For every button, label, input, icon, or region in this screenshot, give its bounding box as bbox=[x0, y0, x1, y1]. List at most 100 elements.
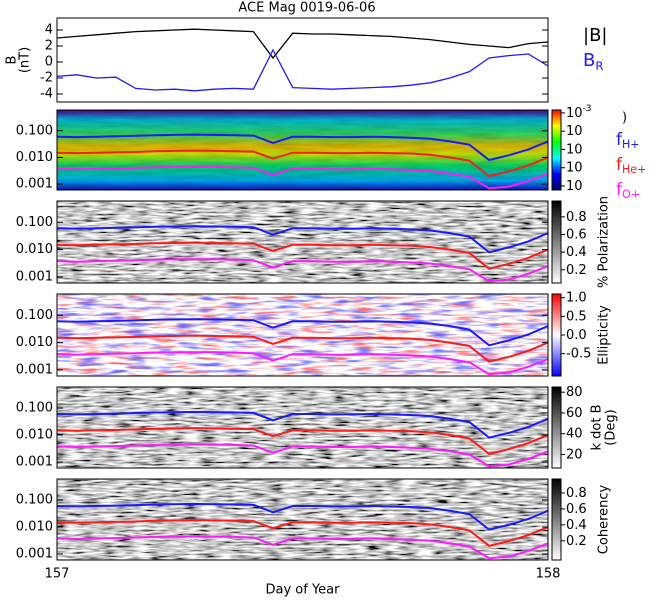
y-tick-label: 0.010 bbox=[16, 520, 53, 535]
colorbar-tick-label: 80 bbox=[566, 385, 583, 400]
plot-frame bbox=[56, 200, 549, 284]
colorbar bbox=[551, 386, 562, 469]
legend-entry: fH+ bbox=[616, 130, 640, 151]
legend-entry-sub: H+ bbox=[622, 138, 640, 151]
y-axis-label: B bbox=[5, 56, 20, 65]
plot-frame bbox=[56, 478, 549, 561]
y-tick-label: 0.100 bbox=[16, 123, 53, 138]
legend-entry: fO+ bbox=[616, 180, 640, 201]
colorbar-label: Coherency bbox=[597, 484, 612, 554]
colorbar-tick-text: 20 bbox=[566, 447, 583, 462]
y-tick-label: 0.001 bbox=[16, 362, 53, 377]
colorbar-tick-exp: -3 bbox=[583, 103, 592, 113]
colorbar-tick-label: 60 bbox=[566, 405, 583, 420]
colorbar-tick-label: 1.0 bbox=[566, 290, 587, 305]
colorbar bbox=[551, 478, 562, 561]
colorbar bbox=[551, 200, 562, 284]
frequency-line bbox=[57, 410, 548, 439]
colorbar-tick-label: 0.0 bbox=[566, 328, 587, 343]
spectrogram-texture bbox=[57, 201, 548, 283]
spectrogram-image bbox=[57, 201, 548, 283]
frequency-line bbox=[57, 351, 548, 376]
spectrogram-texture bbox=[57, 387, 548, 468]
colorbar-tick-text: 0.4 bbox=[566, 517, 587, 532]
y-tick-label: 0.100 bbox=[16, 215, 53, 230]
y-tick-label: 0.001 bbox=[16, 177, 53, 192]
colorbar-tick-text: 0.8 bbox=[566, 209, 587, 224]
spectrogram-image bbox=[57, 387, 548, 468]
legend-entry: fHe+ bbox=[616, 155, 646, 176]
spectrogram-texture bbox=[57, 479, 548, 560]
y-axis-label: (nT) bbox=[18, 47, 33, 73]
spectrogram-texture bbox=[57, 110, 548, 190]
y-tick-label: 0.010 bbox=[16, 428, 53, 443]
frequency-line bbox=[57, 133, 548, 162]
frequency-line bbox=[57, 502, 548, 531]
data-line bbox=[57, 48, 548, 92]
frequency-line bbox=[57, 318, 548, 347]
frequency-line bbox=[57, 519, 548, 547]
colorbar-tick-text: 0.2 bbox=[566, 533, 587, 548]
y-tick-label: 0.001 bbox=[16, 269, 53, 284]
frequency-line bbox=[57, 535, 548, 560]
plot-frame bbox=[56, 293, 549, 377]
frequency-line bbox=[57, 258, 548, 283]
colorbar-label: % Polarization bbox=[597, 196, 612, 288]
colorbar-tick-text: 0.6 bbox=[566, 227, 587, 242]
colorbar-tick-text: 0.0 bbox=[566, 328, 587, 343]
x-tick-label: 157 bbox=[45, 567, 70, 582]
legend-entry: BR bbox=[583, 50, 603, 73]
legend-entry-main: B bbox=[583, 50, 595, 71]
colorbar-tick-label: 0.6 bbox=[566, 227, 587, 242]
colorbar-tick-label: 0.5 bbox=[566, 309, 587, 324]
legend-entry-sub: He+ bbox=[622, 163, 646, 176]
colorbar-tick-text: 0.4 bbox=[566, 245, 587, 260]
y-tick-label: 0.100 bbox=[16, 401, 53, 416]
colorbar-label: (Deg) bbox=[604, 409, 619, 445]
y-tick-label: 0 bbox=[45, 55, 53, 70]
colorbar-tick-label: 0.4 bbox=[566, 245, 587, 260]
colorbar-tick-text: 0.2 bbox=[566, 262, 587, 277]
colorbar-tick-text: -0.5 bbox=[566, 346, 591, 361]
colorbar-tick-label: 10 bbox=[566, 142, 583, 157]
colorbar-tick-label: 0.4 bbox=[566, 517, 587, 532]
colorbar-tick-text: 60 bbox=[566, 405, 583, 420]
frequency-line bbox=[57, 334, 548, 363]
colorbar-label: ) bbox=[622, 111, 627, 126]
colorbar-tick-label: -0.5 bbox=[566, 346, 591, 361]
colorbar-tick-label: 40 bbox=[566, 426, 583, 441]
y-tick-label: 4 bbox=[45, 23, 53, 38]
y-tick-label: -4 bbox=[40, 87, 53, 102]
legend-entry-main: |B| bbox=[583, 25, 607, 46]
frequency-line bbox=[57, 443, 548, 468]
colorbar-tick-text: 0.6 bbox=[566, 501, 587, 516]
legend-entry-main: f bbox=[616, 180, 623, 200]
colorbar-tick-text: 10 bbox=[566, 124, 583, 139]
colorbar-tick-label: 20 bbox=[566, 447, 583, 462]
frequency-line bbox=[57, 165, 548, 190]
colorbar-tick-label: 10 bbox=[566, 124, 583, 139]
colorbar-tick-label: 10 bbox=[566, 160, 583, 175]
colorbar-tick-text: 1.0 bbox=[566, 290, 587, 305]
y-tick-label: 0.001 bbox=[16, 455, 53, 470]
frequency-line bbox=[57, 241, 548, 270]
spectrogram-texture bbox=[57, 294, 548, 376]
y-tick-label: 0.001 bbox=[16, 547, 53, 562]
y-tick-label: -2 bbox=[40, 71, 53, 86]
colorbar-label: Ellipticity bbox=[597, 305, 612, 365]
colorbar-tick-text: 40 bbox=[566, 426, 583, 441]
colorbar bbox=[551, 293, 562, 377]
y-tick-label: 0.100 bbox=[16, 493, 53, 508]
colorbar-tick-label: 0.8 bbox=[566, 485, 587, 500]
plot-frame bbox=[56, 17, 549, 103]
colorbar-tick-text: 10 bbox=[566, 160, 583, 175]
colorbar-tick-text: 10 bbox=[566, 105, 583, 120]
legend-entry-sub: O+ bbox=[622, 188, 640, 201]
colorbar-tick-label: 10 bbox=[566, 178, 583, 193]
y-tick-label: 0.010 bbox=[16, 150, 53, 165]
colorbar-tick-label: 10-3 bbox=[566, 103, 592, 120]
frequency-line bbox=[57, 427, 548, 455]
legend-entry-sub: R bbox=[595, 59, 603, 73]
legend-entry-main: f bbox=[616, 130, 623, 150]
